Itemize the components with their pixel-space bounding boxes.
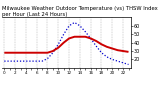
Text: Milwaukee Weather Outdoor Temperature (vs) THSW Index per Hour (Last 24 Hours): Milwaukee Weather Outdoor Temperature (v… — [2, 6, 157, 17]
